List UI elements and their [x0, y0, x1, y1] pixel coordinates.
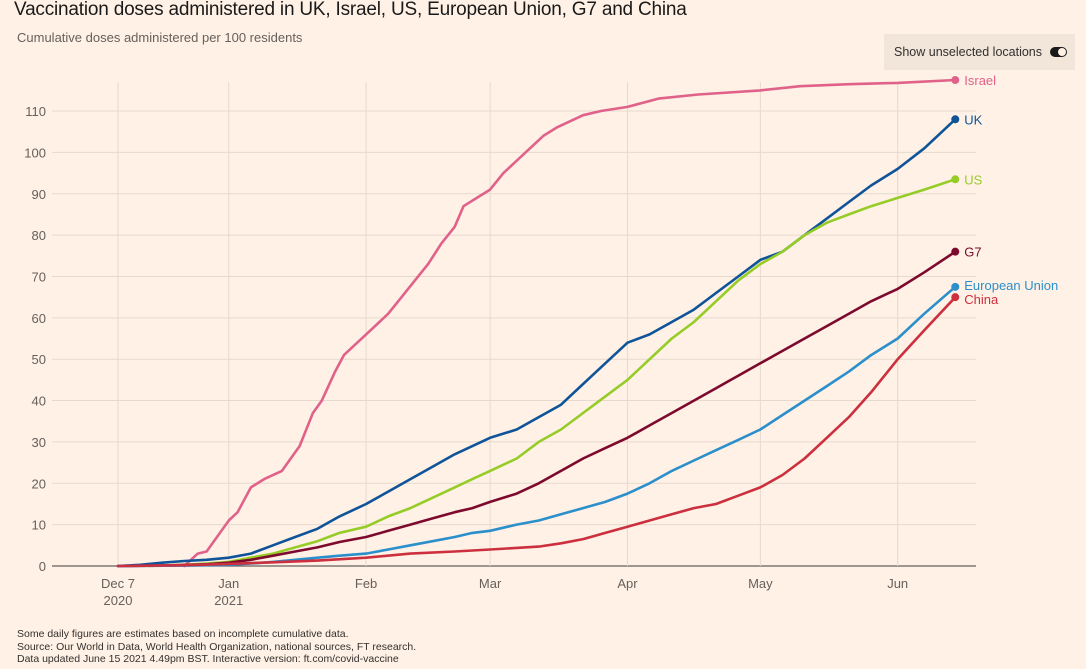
x-tick-label: Jan — [218, 576, 239, 591]
y-axis-ticks: 0 10 20 30 40 50 60 70 80 90 100 110 — [24, 104, 46, 574]
show-unselected-toggle[interactable]: Show unselected locations — [884, 34, 1075, 70]
y-tick-label: 50 — [32, 352, 46, 367]
y-tick-label: 70 — [32, 269, 46, 284]
series-end-marker-israel[interactable] — [951, 76, 960, 85]
series-label-china: China — [964, 292, 999, 307]
y-tick-label: 90 — [32, 187, 46, 202]
series-line-china[interactable] — [116, 295, 957, 568]
series-line-us[interactable] — [147, 178, 957, 568]
series-end-marker-china[interactable] — [951, 293, 960, 302]
y-tick-label: 10 — [32, 518, 46, 533]
y-tick-label: 80 — [32, 228, 46, 243]
y-tick-label: 20 — [32, 476, 46, 491]
series-end-marker-us[interactable] — [951, 175, 960, 184]
chart-title: Vaccination doses administered in UK, Is… — [14, 0, 687, 20]
series-end-marker-g7[interactable] — [951, 247, 960, 256]
y-tick-label: 0 — [39, 559, 46, 574]
toggle-switch-icon[interactable] — [1050, 47, 1068, 57]
y-tick-label: 40 — [32, 394, 46, 409]
series-line-g7[interactable] — [116, 250, 957, 568]
series-line-israel[interactable] — [183, 78, 957, 568]
series-label-uk: UK — [964, 112, 982, 127]
x-tick-sublabel: 2020 — [104, 593, 133, 608]
y-tick-label: 60 — [32, 311, 46, 326]
y-tick-label: 100 — [24, 145, 46, 160]
x-tick-sublabel: 2021 — [214, 593, 243, 608]
y-tick-label: 110 — [25, 104, 46, 119]
series-line-european-union[interactable] — [116, 285, 957, 568]
toggle-knob — [1058, 48, 1067, 56]
source-note: Source: Our World in Data, World Health … — [17, 640, 417, 653]
x-tick-label: Apr — [617, 576, 638, 591]
y-tick-label: 30 — [32, 435, 46, 450]
x-tick-label: Jun — [887, 576, 908, 591]
series-label-european-union: European Union — [964, 278, 1058, 293]
series-lines — [116, 78, 957, 568]
toggle-label: Show unselected locations — [894, 45, 1043, 59]
x-tick-label: Mar — [479, 576, 502, 591]
series-label-g7: G7 — [964, 245, 981, 260]
chart-subtitle: Cumulative doses administered per 100 re… — [17, 30, 303, 45]
x-tick-label: May — [748, 576, 773, 591]
update-note: Data updated June 15 2021 4.49pm BST. In… — [17, 653, 399, 665]
footnote: Some daily figures are estimates based o… — [17, 628, 349, 640]
series-end-marker-european-union[interactable] — [951, 282, 960, 291]
x-tick-label: Feb — [355, 576, 377, 591]
x-tick-label: Dec 7 — [101, 576, 135, 591]
series-label-us: US — [964, 172, 982, 187]
x-axis-ticks: Dec 7 2020 Jan 2021 Feb Mar Apr May Jun — [101, 576, 908, 608]
series-end-marker-uk[interactable] — [951, 115, 960, 124]
chart-footer: Some daily figures are estimates based o… — [17, 628, 416, 666]
series-label-israel: Israel — [964, 73, 996, 88]
